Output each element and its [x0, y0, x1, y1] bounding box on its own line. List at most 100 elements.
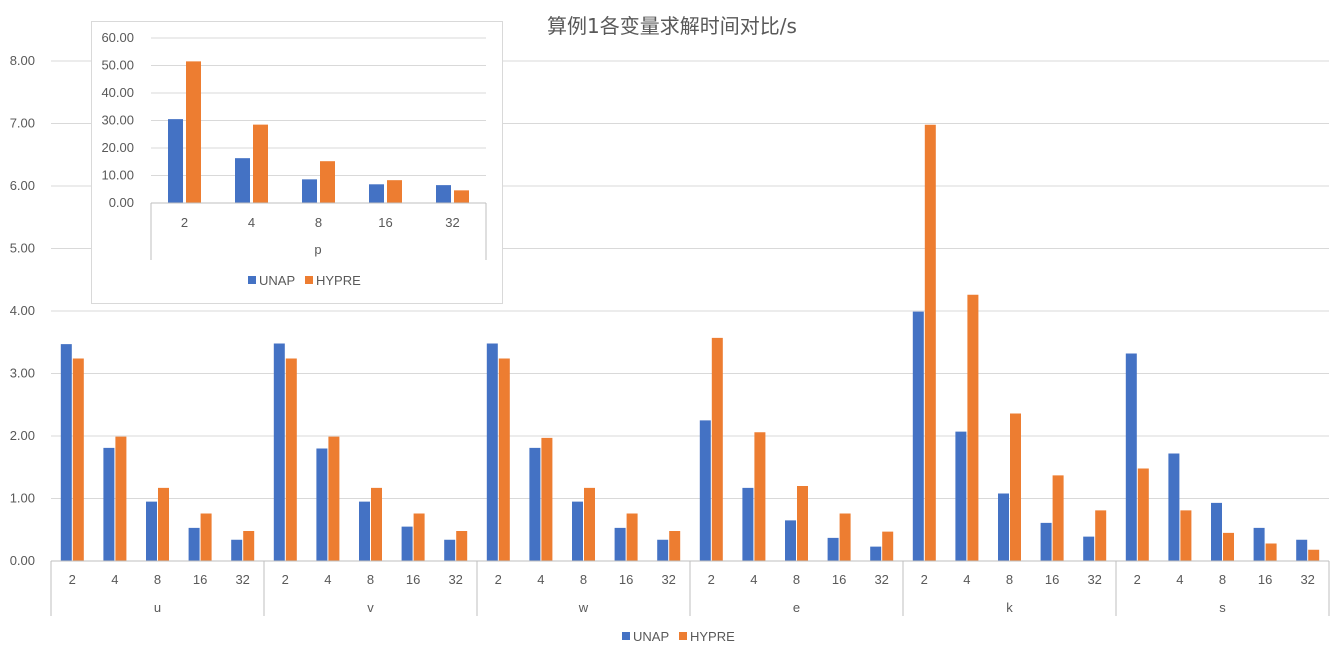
inset-legend-label-hypre: HYPRE [316, 273, 361, 288]
inset-x-tick-label: 32 [445, 215, 459, 230]
main-y-tick-label: 3.00 [10, 366, 35, 381]
inset-y-tick-label: 50.00 [101, 58, 134, 73]
main-x-tick-label: 4 [324, 572, 331, 587]
bar-hypre-s-16 [1265, 543, 1277, 561]
bar-unap-s-32 [1296, 539, 1308, 561]
bar-unap-w-8 [572, 501, 583, 561]
inset-y-tick-label: 40.00 [101, 85, 134, 100]
inset-chart-frame [91, 21, 503, 304]
main-x-tick-label: 8 [154, 572, 161, 587]
bar-hypre-w-2 [498, 358, 510, 561]
main-x-tick-label: 32 [1300, 572, 1314, 587]
bar-hypre-u-32 [243, 531, 255, 561]
bar-unap-u-8 [146, 501, 157, 561]
main-x-tick-label: 32 [235, 572, 249, 587]
main-y-tick-label: 0.00 [10, 553, 35, 568]
inset-y-tick-label: 60.00 [101, 30, 134, 45]
bar-hypre-e-32 [882, 531, 894, 561]
inset-x-axis: 2 4 8 16 32 [150, 202, 487, 260]
bar-hypre-w-32 [669, 531, 681, 561]
bar-unap-e-2 [699, 420, 711, 561]
bar-hypre-u-4 [115, 436, 127, 561]
inset-plot-area [168, 61, 469, 203]
bar-unap-s-16 [1253, 527, 1265, 561]
bar-hypre-s-4 [1180, 510, 1192, 561]
main-x-tick-label: 16 [1258, 572, 1272, 587]
main-x-tick-label: 2 [708, 572, 715, 587]
bar-hypre-e-4 [754, 432, 766, 561]
inset-y-tick-label: 20.00 [101, 140, 134, 155]
main-x-tick-label: 8 [580, 572, 587, 587]
bar-unap-s-4 [1168, 453, 1180, 561]
bar-unap-e-4 [742, 487, 754, 561]
main-group-label: v [367, 600, 374, 615]
bar-unap-w-4 [529, 447, 541, 561]
main-x-tick-label: 2 [921, 572, 928, 587]
bar-hypre-w-4 [541, 437, 553, 561]
bar-unap-w-16 [614, 527, 626, 561]
inset-legend-swatch-hypre [305, 276, 313, 284]
main-y-tick-label: 6.00 [10, 178, 35, 193]
main-x-tick-label: 8 [367, 572, 374, 587]
inset-x-tick-label: 8 [315, 215, 322, 230]
main-x-tick-label: 2 [495, 572, 502, 587]
inset-legend-label-unap: UNAP [259, 273, 295, 288]
main-x-tick-label: 4 [1176, 572, 1183, 587]
inset-gridlines [151, 37, 486, 176]
main-x-tick-label: 16 [832, 572, 846, 587]
bar-hypre-e-2 [711, 337, 723, 561]
main-x-tick-label: 2 [69, 572, 76, 587]
main-x-tick-label: 16 [406, 572, 420, 587]
inset-bar-hypre-16 [387, 180, 402, 203]
main-y-tick-label: 2.00 [10, 428, 35, 443]
main-x-axis: 2 4 8 16 32 u 2 4 8 16 32 v 2 4 8 16 32 w 2 4 8 16 32 e 2 4 8 16 32 k… [50, 560, 1330, 616]
main-y-tick-label: 4.00 [10, 303, 35, 318]
bar-hypre-k-8 [1010, 413, 1021, 561]
bar-hypre-e-8 [797, 486, 808, 561]
main-x-tick-label: 32 [874, 572, 888, 587]
main-y-axis: 0.00 1.00 2.00 3.00 4.00 5.00 6.00 7.00 8.00 [10, 53, 35, 568]
bar-hypre-k-4 [967, 294, 979, 561]
main-x-tick-label: 32 [1087, 572, 1101, 587]
bar-unap-v-32 [444, 539, 456, 561]
inset-bar-unap-8 [302, 179, 317, 203]
bar-unap-e-8 [785, 520, 796, 561]
inset-y-tick-label: 10.00 [101, 168, 134, 183]
bar-unap-u-16 [188, 527, 200, 561]
main-x-tick-label: 16 [193, 572, 207, 587]
inset-legend-swatch-unap [248, 276, 256, 284]
bar-hypre-v-2 [285, 358, 297, 561]
bar-hypre-w-8 [584, 487, 595, 561]
inset-bar-unap-2 [168, 119, 183, 203]
bar-unap-v-4 [316, 448, 328, 561]
legend-label-unap: UNAP [633, 629, 669, 644]
bar-hypre-v-8 [371, 487, 382, 561]
bar-unap-w-32 [657, 539, 669, 561]
inset-x-tick-label: 2 [181, 215, 188, 230]
bar-unap-e-32 [870, 546, 882, 561]
main-group-label: e [793, 600, 800, 615]
inset-legend: UNAP HYPRE [248, 273, 361, 288]
bar-unap-k-4 [955, 431, 967, 561]
bar-unap-s-8 [1211, 502, 1222, 561]
bar-hypre-s-32 [1308, 549, 1320, 561]
bar-unap-v-8 [359, 501, 370, 561]
inset-chart: 0.00 10.00 20.00 30.00 40.00 50.00 60.00 2 4 8 16… [91, 21, 503, 304]
inset-y-tick-label: 0.00 [109, 195, 134, 210]
main-x-tick-label: 2 [282, 572, 289, 587]
bar-hypre-u-2 [72, 358, 84, 561]
main-x-tick-label: 4 [750, 572, 757, 587]
main-x-tick-label: 16 [619, 572, 633, 587]
bar-hypre-u-16 [200, 513, 212, 561]
inset-bar-unap-4 [235, 158, 250, 203]
main-x-tick-label: 4 [111, 572, 118, 587]
bar-unap-k-2 [912, 311, 924, 561]
chart-title: 算例1各变量求解时间对比/s [547, 14, 797, 38]
inset-x-tick-label: 16 [378, 215, 392, 230]
main-y-tick-label: 5.00 [10, 241, 35, 256]
inset-bar-unap-16 [369, 184, 384, 203]
main-x-tick-label: 8 [1219, 572, 1226, 587]
main-x-tick-label: 4 [537, 572, 544, 587]
legend-swatch-hypre [679, 632, 687, 640]
bar-hypre-u-8 [158, 487, 169, 561]
